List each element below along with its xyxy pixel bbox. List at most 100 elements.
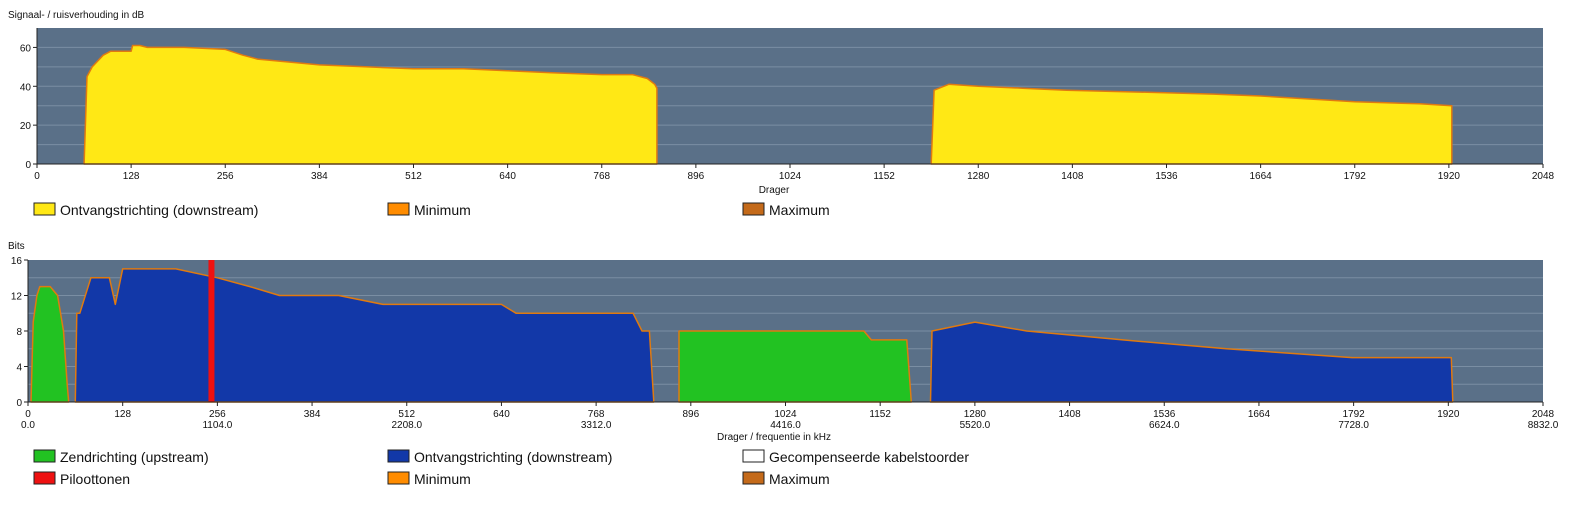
snr-x-tick-label: 2048 — [1532, 171, 1555, 182]
snr-x-tick-label: 384 — [311, 171, 328, 182]
bits-series-areas — [30, 260, 1454, 403]
bits-x-tick-khz-label: 8832.0 — [1528, 420, 1559, 431]
bits-x-tick-khz-label: 2208.0 — [391, 420, 422, 431]
bits-area-series-0-segment-1 — [678, 330, 913, 403]
snr-x-tick-label: 1408 — [1061, 171, 1084, 182]
bits-y-tick-label: 12 — [11, 292, 23, 303]
bits-legend-swatch-upstream — [33, 449, 56, 463]
bits-x-tick-label: 384 — [304, 409, 321, 420]
snr-x-tick-label: 1152 — [873, 171, 895, 182]
snr-series-areas — [83, 44, 1453, 165]
bits-x-tick-label: 2048 — [1532, 409, 1555, 420]
snr-legend-item-maximum: Maximum — [742, 202, 830, 218]
bits-x-tick-khz-label: 6624.0 — [1149, 420, 1180, 431]
bits-y-tick-label: 16 — [11, 256, 23, 267]
bits-legend-item-upstream: Zendrichting (upstream) — [33, 449, 209, 465]
bits-legend-swatch-maximum — [742, 471, 765, 485]
bits-area-series-1-segment-0 — [74, 268, 655, 403]
snr-area-series-0-segment-0 — [83, 44, 658, 165]
snr-area-series-0-segment-1 — [930, 83, 1453, 165]
bits-pilot-tone-bar — [208, 260, 215, 402]
snr-x-tick-label: 128 — [123, 171, 140, 182]
bits-x-axis-label: Drager / frequentie in kHz — [717, 432, 831, 443]
bits-legend-label-minimum: Minimum — [414, 471, 471, 487]
snr-chart-title: Signaal- / ruisverhouding in dB — [8, 10, 145, 21]
snr-x-ticks: 0 128 256 384 512 640 768 896 1024 1152 1280 1408 15… — [34, 164, 1555, 182]
snr-x-tick-label: 1792 — [1344, 171, 1367, 182]
bits-legend: Zendrichting (upstream) Ontvangstrichtin… — [33, 449, 969, 487]
bits-x-tick-label: 768 — [588, 409, 605, 420]
bits-area-series-0-segment-0 — [30, 285, 70, 403]
bits-legend-item-downstream: Ontvangstrichting (downstream) — [387, 449, 612, 465]
snr-y-ticks: 0 20 40 60 — [20, 43, 37, 171]
bits-legend-item-piloottonen: Piloottonen — [33, 471, 130, 487]
snr-y-tick-label: 20 — [20, 121, 32, 132]
bits-x-tick-khz-label: 0.0 — [21, 420, 35, 431]
bits-legend-label-piloottonen: Piloottonen — [60, 471, 130, 487]
bits-x-tick-label: 640 — [493, 409, 510, 420]
snr-x-tick-label: 1024 — [779, 171, 802, 182]
snr-legend-swatch-maximum — [742, 202, 765, 216]
snr-x-tick-label: 1664 — [1250, 171, 1273, 182]
bits-x-tick-khz-label: 5520.0 — [960, 420, 991, 431]
bits-legend-swatch-kabelstoorder — [742, 449, 765, 463]
snr-legend-label-minimum: Minimum — [414, 202, 471, 218]
snr-legend-label-maximum: Maximum — [769, 202, 830, 218]
bits-x-tick-label: 1536 — [1153, 409, 1176, 420]
bits-x-tick-label: 0 — [25, 409, 31, 420]
bits-y-ticks: 0 4 8 12 16 — [11, 256, 28, 409]
snr-legend-item-downstream: Ontvangstrichting (downstream) — [33, 202, 258, 218]
snr-y-tick-label: 40 — [20, 82, 32, 93]
bits-y-tick-label: 8 — [16, 327, 22, 338]
bits-x-tick-label: 256 — [209, 409, 226, 420]
snr-x-tick-label: 256 — [217, 171, 234, 182]
snr-legend-swatch-minimum — [387, 202, 410, 216]
bits-legend-swatch-downstream — [387, 449, 410, 463]
snr-legend-swatch-downstream — [33, 202, 56, 216]
bits-x-tick-label: 1024 — [774, 409, 797, 420]
snr-y-tick-label: 0 — [25, 160, 31, 171]
bits-legend-label-downstream: Ontvangstrichting (downstream) — [414, 449, 612, 465]
snr-x-axis-label: Drager — [759, 185, 790, 196]
snr-legend-label-downstream: Ontvangstrichting (downstream) — [60, 202, 258, 218]
bits-chart: Bits 0 4 8 12 16 0 128 256 384 512 640 768 896 1024 1… — [8, 241, 1559, 487]
snr-y-tick-label: 60 — [20, 43, 32, 54]
bits-legend-swatch-piloottonen — [33, 471, 56, 485]
snr-legend-item-minimum: Minimum — [387, 202, 471, 218]
bits-legend-swatch-minimum — [387, 471, 410, 485]
bits-x-tick-label: 1920 — [1437, 409, 1460, 420]
bits-x-tick-label: 1664 — [1248, 409, 1271, 420]
snr-chart: Signaal- / ruisverhouding in dB 0204060 … — [8, 10, 1555, 218]
bits-legend-label-upstream: Zendrichting (upstream) — [60, 449, 209, 465]
bits-legend-item-kabelstoorder: Gecompenseerde kabelstoorder — [742, 449, 969, 465]
bits-y-tick-label: 0 — [16, 398, 22, 409]
bits-x-tick-label: 1280 — [964, 409, 987, 420]
bits-x-tick-label: 512 — [398, 409, 415, 420]
bits-x-tick-label: 1792 — [1343, 409, 1366, 420]
bits-legend-item-minimum: Minimum — [387, 471, 471, 487]
snr-x-tick-label: 1920 — [1438, 171, 1461, 182]
bits-y-tick-label: 4 — [16, 363, 22, 374]
snr-x-tick-label: 1536 — [1155, 171, 1178, 182]
bits-x-ticks: 0 128 256 384 512 640 768 896 1024 1152 1280 1408 15… — [25, 402, 1555, 420]
snr-x-tick-label: 896 — [688, 171, 705, 182]
bits-x-tick-label: 1152 — [869, 409, 891, 420]
bits-x-tick-khz-label: 7728.0 — [1338, 420, 1369, 431]
snr-x-tick-label: 1280 — [967, 171, 990, 182]
bits-x-tick-label: 896 — [682, 409, 699, 420]
bits-x-tick-label: 1408 — [1058, 409, 1081, 420]
snr-legend: Ontvangstrichting (downstream) Minimum M… — [33, 202, 830, 218]
bits-legend-label-maximum: Maximum — [769, 471, 830, 487]
bits-area-series-1-segment-1 — [929, 321, 1454, 403]
bits-legend-item-maximum: Maximum — [742, 471, 830, 487]
bits-x-tick-khz-label: 4416.0 — [770, 420, 801, 431]
bits-x-tick-khz-label: 1104.0 — [202, 420, 232, 431]
snr-x-tick-label: 640 — [499, 171, 516, 182]
bits-x-ticks-khz: 0.0 1104.0 2208.0 3312.0 4416.0 5520.0 6624.0 7… — [21, 420, 1559, 431]
snr-x-tick-label: 0 — [34, 171, 40, 182]
bits-x-tick-label: 128 — [114, 409, 131, 420]
bits-x-tick-khz-label: 3312.0 — [581, 420, 612, 431]
snr-x-tick-label: 512 — [405, 171, 422, 182]
snr-x-tick-label: 768 — [593, 171, 610, 182]
